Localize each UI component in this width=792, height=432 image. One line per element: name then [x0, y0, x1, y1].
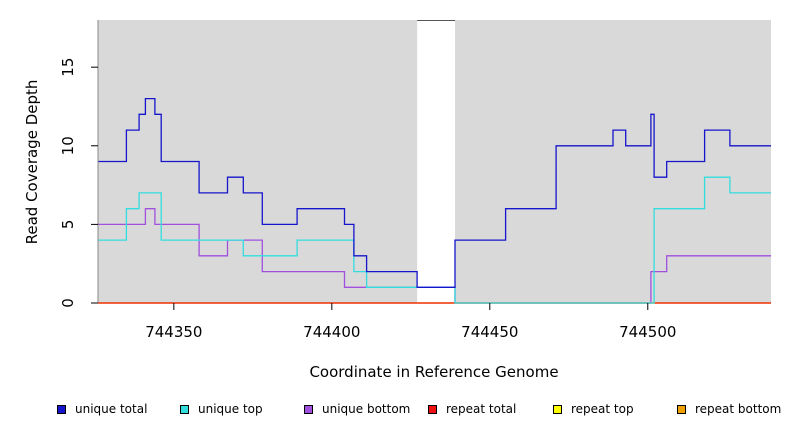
- series-unique-bottom: [98, 208, 771, 304]
- legend-item: unique top: [180, 400, 263, 418]
- legend-label: unique total: [75, 402, 148, 416]
- gap-region: [417, 20, 456, 303]
- axes-layer: 0 5 10 15 744350 744400 744450 744500: [59, 20, 676, 341]
- legend-swatch: [304, 404, 313, 414]
- legend-swatch: [57, 404, 66, 414]
- y-tick-label: 0: [59, 298, 77, 308]
- legend-label: unique top: [198, 402, 263, 416]
- legend-item: repeat total: [428, 400, 516, 418]
- legend-label: repeat top: [571, 402, 634, 416]
- x-tick-label: 744400: [303, 323, 360, 341]
- y-tick-label: 15: [59, 58, 77, 77]
- series-layer: [98, 97, 771, 304]
- legend-label: repeat bottom: [695, 402, 782, 416]
- y-tick-label: 10: [59, 136, 77, 155]
- legend-swatch: [553, 404, 562, 414]
- legend-label: unique bottom: [322, 402, 411, 416]
- y-axis-label: Read Coverage Depth: [23, 80, 41, 245]
- legend-item: repeat top: [553, 400, 634, 418]
- x-tick-label: 744350: [145, 323, 202, 341]
- legend-swatch: [428, 404, 437, 414]
- x-tick-label: 744450: [461, 323, 518, 341]
- legend-item: unique bottom: [304, 400, 410, 418]
- legend: unique total unique top unique bottom repea…: [0, 400, 792, 420]
- coverage-chart: 0 5 10 15 744350 744400 744450 744500 Coordinat…: [23, 20, 771, 381]
- legend-item: repeat bottom: [677, 400, 781, 418]
- y-tick-label: 5: [59, 220, 77, 230]
- legend-label: repeat total: [446, 402, 517, 416]
- legend-swatch: [180, 404, 189, 414]
- x-tick-label: 744500: [619, 323, 676, 341]
- legend-item: unique total: [57, 400, 147, 418]
- x-axis-label: Coordinate in Reference Genome: [309, 363, 558, 381]
- series-unique-total: [98, 97, 771, 288]
- legend-swatch: [677, 404, 686, 414]
